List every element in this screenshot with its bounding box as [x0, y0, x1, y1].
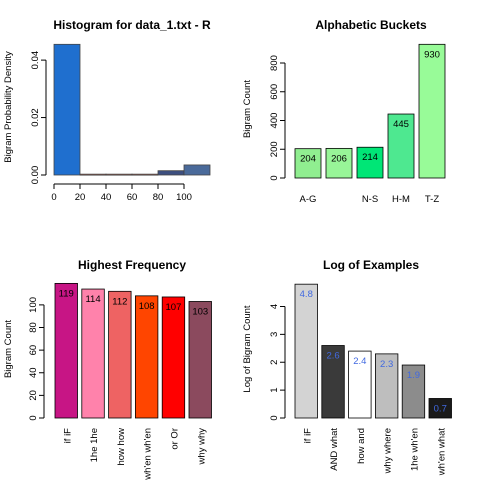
x-tick-label: why where	[383, 428, 394, 474]
x-tick-label: H-M	[392, 194, 410, 205]
x-tick-label: how how	[116, 428, 127, 466]
x-tick-label: N-S	[362, 194, 378, 205]
histogram-bin	[131, 173, 159, 176]
x-tick-label: A-G	[300, 194, 317, 205]
bar-value-label: 0.7	[434, 403, 447, 414]
y-tick-label: 1	[269, 387, 280, 392]
bar	[134, 295, 159, 419]
bar	[401, 364, 426, 419]
bar	[294, 148, 322, 179]
bar-value-label: 112	[112, 296, 127, 307]
x-tick-label: 20	[75, 192, 86, 203]
chart-title: Histogram for data_1.txt - R	[53, 18, 211, 32]
bar-value-label: 119	[59, 288, 74, 299]
y-tick-label: 0	[269, 415, 280, 420]
bar	[161, 296, 186, 419]
chart-title: Highest Frequency	[78, 258, 186, 272]
y-tick-label: 0	[269, 175, 280, 180]
y-axis-label: Bigram Probability Density	[3, 51, 14, 163]
bar	[348, 350, 372, 419]
bar	[418, 43, 446, 179]
x-tick-label: 80	[153, 192, 164, 203]
bar-value-label: 206	[331, 153, 347, 164]
histogram-bin	[53, 43, 81, 176]
y-tick-label: 0	[28, 415, 39, 420]
bar	[54, 282, 78, 419]
y-tick-label: 40	[28, 367, 39, 378]
y-axis-label: Bigram Count	[242, 80, 253, 138]
x-tick-label: if iF	[62, 428, 73, 444]
y-axis-label: Bigram Count	[3, 320, 14, 378]
y-tick-label: 0.02	[30, 108, 41, 127]
bar-value-label: 2.4	[353, 356, 366, 367]
x-tick-label: wh'en wh'en	[143, 428, 154, 480]
bar	[387, 113, 415, 179]
x-tick-label: if iF	[302, 428, 313, 444]
x-tick-label: AND what	[329, 428, 340, 471]
y-tick-label: 600	[269, 84, 280, 100]
highest-frequency-panel: Highest Frequency Bigram Count 0 20 40 60 80 10…	[3, 258, 212, 480]
bar	[374, 353, 399, 419]
alphabetic-buckets-panel: Alphabetic Buckets Bigram Count 0 200 400 600…	[242, 18, 446, 205]
x-tick-label: how and	[356, 428, 367, 464]
y-tick-label: 0.04	[30, 51, 41, 70]
bar	[321, 345, 345, 419]
bar	[108, 290, 132, 419]
x-tick-label: 1he wh'en	[409, 428, 420, 471]
bar	[428, 398, 452, 419]
bar-value-label: 107	[166, 302, 182, 313]
bar	[325, 147, 353, 179]
bar-value-label: 103	[192, 306, 208, 317]
chart-title: Log of Examples	[323, 258, 419, 272]
histogram-bin	[157, 170, 185, 176]
bar-value-label: 1.9	[407, 370, 420, 381]
y-tick-label: 80	[28, 322, 39, 333]
x-tick-label: T-Z	[425, 194, 439, 205]
bar-value-label: 4.8	[300, 289, 313, 300]
x-tick-label: why why	[196, 428, 207, 466]
histogram-bin	[105, 173, 133, 176]
x-tick-label: 0	[51, 192, 56, 203]
y-tick-label: 200	[269, 141, 280, 157]
y-axis-label: Log of Bigram Count	[242, 305, 253, 392]
y-tick-label: 20	[28, 390, 39, 401]
y-tick-label: 800	[269, 55, 280, 71]
x-tick-label: or Or	[169, 428, 180, 450]
x-tick-label: 40	[101, 192, 112, 203]
bar	[294, 283, 318, 419]
bar-value-label: 2.6	[326, 351, 339, 362]
y-tick-label: 2	[269, 360, 280, 365]
bar	[188, 301, 212, 419]
y-tick-label: 400	[269, 113, 280, 129]
x-tick-label: wh'en what	[436, 428, 447, 477]
bar-value-label: 2.3	[380, 359, 393, 370]
y-tick-label: 3	[269, 332, 280, 337]
y-tick-label: 100	[28, 297, 39, 313]
histogram-bin	[183, 164, 211, 176]
y-tick-label: 0.00	[30, 166, 41, 185]
chart-title: Alphabetic Buckets	[315, 18, 427, 32]
bar-value-label: 930	[424, 49, 440, 60]
bar-value-label: 204	[300, 154, 316, 165]
bar	[356, 146, 384, 179]
histogram-panel: Histogram for data_1.txt - R Bigram Proba…	[3, 18, 211, 203]
log-of-examples-panel: Log of Examples Log of Bigram Count 0 1 2 3 4 4…	[242, 258, 452, 476]
bar	[81, 288, 105, 419]
x-tick-label: 60	[127, 192, 138, 203]
bar-value-label: 445	[393, 119, 409, 130]
bar-value-label: 214	[362, 152, 378, 163]
y-tick-label: 4	[269, 304, 280, 309]
histogram-bin	[79, 173, 107, 176]
bar-value-label: 108	[139, 301, 155, 312]
y-tick-label: 60	[28, 345, 39, 356]
x-tick-label: 1he 1he	[89, 428, 100, 462]
bar-value-label: 114	[85, 294, 100, 305]
x-tick-label: 100	[176, 192, 192, 203]
